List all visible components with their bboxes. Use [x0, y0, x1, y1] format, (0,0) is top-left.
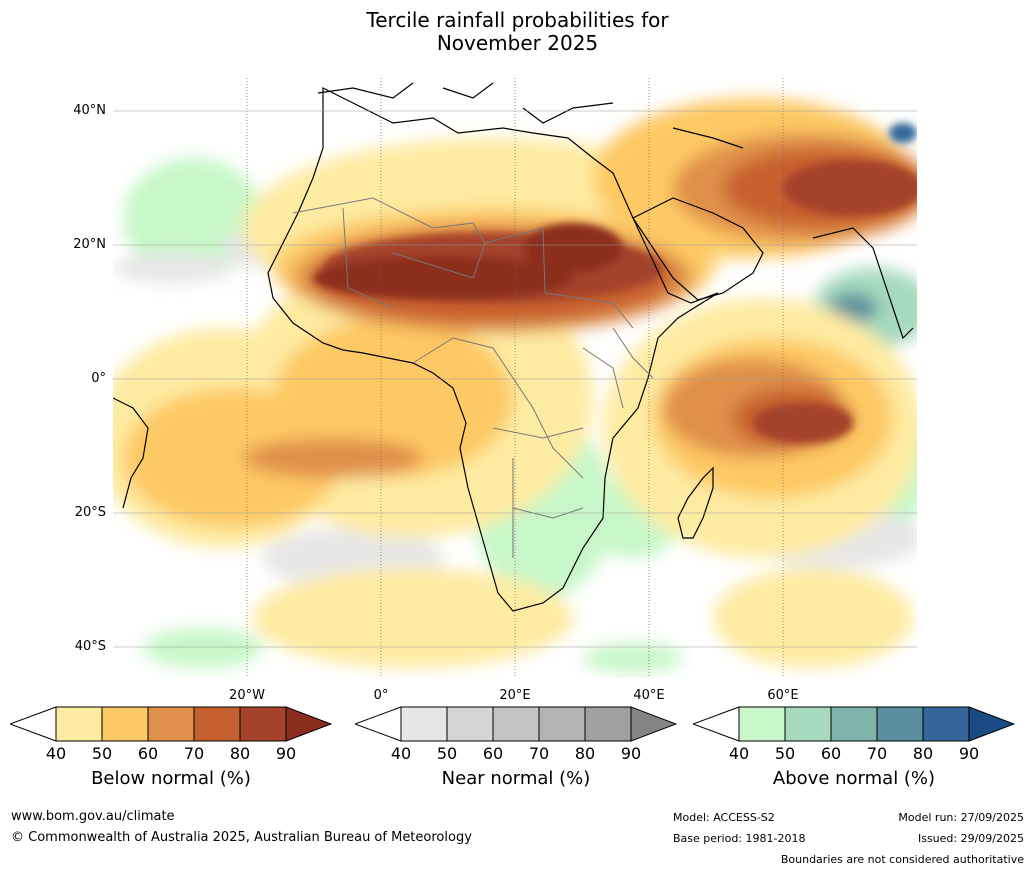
colorbar-bin — [55, 706, 103, 742]
footer-url: www.bom.gov.au/climate — [11, 809, 175, 824]
legend-near-tick-80: 80 — [574, 744, 596, 763]
colorbar-max-arrow — [630, 706, 678, 742]
legend-near-tick-50: 50 — [436, 744, 458, 763]
lat-label-40s: 40°S — [74, 639, 106, 654]
colorbar-bin — [492, 706, 540, 742]
colorbar-bin — [400, 706, 448, 742]
legend-near-tick-90: 90 — [620, 744, 642, 763]
legend-near-normal — [353, 706, 678, 746]
colorbar-min-arrow — [8, 706, 57, 742]
lon-label-20w: 20°W — [229, 688, 265, 703]
lon-label-60e: 60°E — [767, 688, 799, 703]
colorbar-min-arrow — [353, 706, 402, 742]
colorbar-max-arrow — [968, 706, 1016, 742]
legend-below-tick-60: 60 — [137, 744, 159, 763]
legend-above-title: Above normal (%) — [772, 768, 936, 789]
legend-above-tick-50: 50 — [774, 744, 796, 763]
colorbar-min-arrow — [691, 706, 740, 742]
legend-above-tick-60: 60 — [820, 744, 842, 763]
colorbar-bin — [446, 706, 494, 742]
footer-base-period: Base period: 1981-2018 — [673, 832, 806, 845]
lat-label-20s: 20°S — [74, 505, 106, 520]
legend-below-colorbar — [8, 706, 333, 742]
map-title: Tercile rainfall probabilities for Novem… — [0, 9, 1035, 55]
legend-below-title: Below normal (%) — [91, 768, 251, 789]
legend-below-tick-50: 50 — [91, 744, 113, 763]
footer-model-run: Model run: 27/09/2025 — [898, 811, 1024, 824]
lat-label-0: 0° — [91, 371, 106, 386]
footer-issued: Issued: 29/09/2025 — [917, 832, 1024, 845]
colorbar-bin — [784, 706, 832, 742]
colorbar-max-arrow — [285, 706, 333, 742]
colorbar-bin — [538, 706, 586, 742]
legend-below-tick-70: 70 — [183, 744, 205, 763]
colorbar-bin — [193, 706, 241, 742]
legend-below-normal — [8, 706, 333, 746]
legend-below-tick-80: 80 — [229, 744, 251, 763]
legend-near-tick-70: 70 — [528, 744, 550, 763]
map-svg — [113, 78, 917, 678]
graticule-lon — [246, 78, 784, 678]
colorbar-bin — [101, 706, 149, 742]
legend-above-colorbar — [691, 706, 1016, 742]
legend-above-tick-70: 70 — [866, 744, 888, 763]
lon-label-0: 0° — [373, 688, 389, 703]
colorbar-bin — [830, 706, 878, 742]
footer-boundaries-note: Boundaries are not considered authoritat… — [780, 853, 1024, 866]
legend-near-tick-40: 40 — [390, 744, 412, 763]
colorbar-bin — [876, 706, 924, 742]
footer-copyright: © Commonwealth of Australia 2025, Austra… — [11, 830, 472, 845]
map-title-line1: Tercile rainfall probabilities for — [366, 8, 669, 32]
probability-map — [113, 78, 917, 678]
country-borders — [292, 197, 654, 558]
legend-below-tick-40: 40 — [45, 744, 67, 763]
lat-label-40n: 40°N — [73, 103, 106, 118]
colorbar-bin — [584, 706, 632, 742]
lon-label-20e: 20°E — [499, 688, 531, 703]
colorbar-bin — [922, 706, 970, 742]
legend-near-tick-60: 60 — [482, 744, 504, 763]
colorbar-bin — [738, 706, 786, 742]
lat-label-20n: 20°N — [73, 237, 106, 252]
footer-model: Model: ACCESS-S2 — [673, 811, 775, 824]
graticule-lat — [113, 110, 917, 648]
strong-shading-layer — [313, 123, 917, 443]
legend-near-colorbar — [353, 706, 678, 742]
lon-label-40e: 40°E — [633, 688, 665, 703]
legend-above-tick-90: 90 — [958, 744, 980, 763]
colorbar-bin — [239, 706, 287, 742]
legend-above-tick-40: 40 — [728, 744, 750, 763]
legend-below-tick-90: 90 — [275, 744, 297, 763]
legend-near-title: Near normal (%) — [441, 768, 591, 789]
legend-above-normal — [691, 706, 1016, 746]
coastlines — [113, 82, 914, 612]
colorbar-bin — [147, 706, 195, 742]
map-title-line2: November 2025 — [436, 31, 599, 55]
legend-above-tick-80: 80 — [912, 744, 934, 763]
